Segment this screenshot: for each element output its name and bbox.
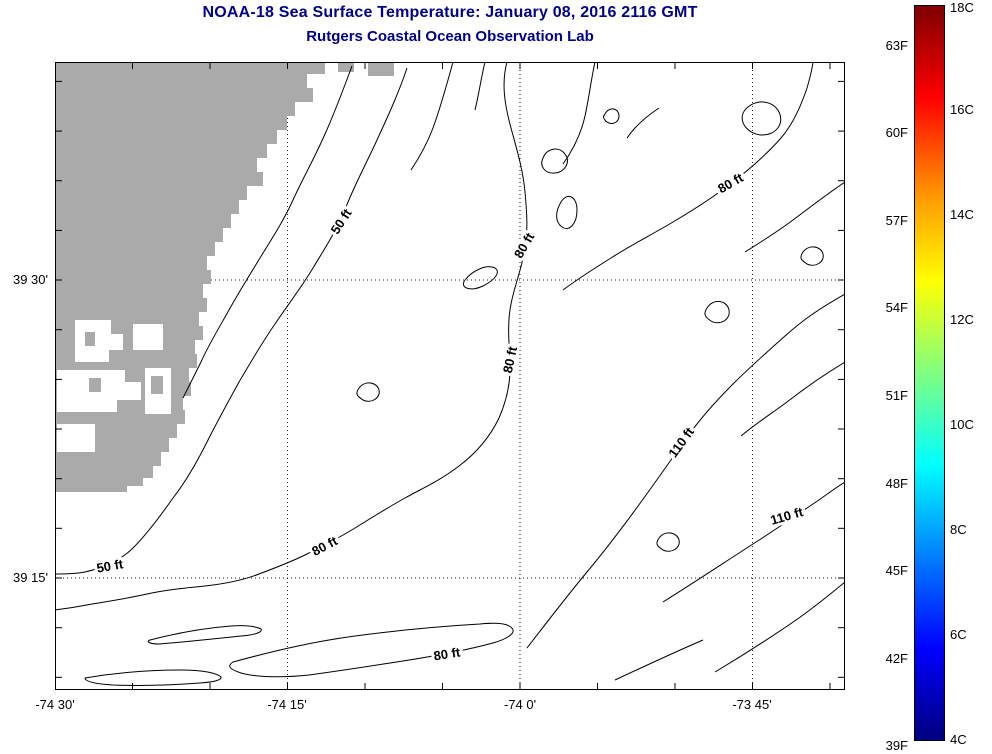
depth-contour [410,62,454,171]
depth-contour-blob [603,108,620,124]
y-tick-label: 39 30' [12,272,48,287]
land-mass [55,62,394,492]
depth-contour [740,361,845,437]
depth-contour-50ft [55,67,408,575]
contour-label-80ft: 80 ft [309,533,340,559]
depth-contour-110ft [526,293,845,649]
depth-contour-blob [356,382,380,402]
y-tick-label: 39 15' [12,570,48,585]
colorbar-label-f: 51F [885,388,908,403]
colorbar-label-f: 54F [885,300,908,315]
contour-label-80ft: 80 ft [432,644,461,663]
depth-contour-blob [556,195,578,229]
contour-label-50ft: 50 ft [328,206,356,237]
colorbar-label-f: 63F [885,38,908,53]
depth-contour-80ft [562,62,814,291]
depth-contour [84,669,222,686]
colorbar-label-c: 10C [950,417,974,432]
contour-label-80ft: 80 ft [511,230,538,261]
depth-contour [562,62,596,165]
colorbar-label-c: 18C [950,0,974,15]
colorbar-label-f: 60F [885,125,908,140]
land-block [338,62,354,72]
depth-contour [474,62,486,111]
colorbar-label-c: 16C [950,102,974,117]
figure-title: NOAA-18 Sea Surface Temperature: January… [202,4,698,21]
land-shape [55,62,325,492]
depth-contour [744,181,845,253]
colorbar-label-c: 4C [950,732,967,747]
colorbar-label-c: 8C [950,522,967,537]
x-tick-label: -74 0' [503,697,537,712]
contour-label-110ft: 110 ft [769,504,806,528]
colorbar-gradient [915,6,944,740]
land-block [368,62,394,76]
contour-label-80ft: 80 ft [500,344,520,374]
colorbar-label-f: 42F [885,651,908,666]
depth-contour-80ft [55,62,528,611]
depth-contour-blob [463,266,498,290]
figure-subtitle: Rutgers Coastal Ocean Observation Lab [306,28,594,45]
figure-header: NOAA-18 Sea Surface Temperature: January… [0,4,900,45]
map-frame [55,62,845,690]
colorbar-label-f: 48F [885,476,908,491]
colorbar [914,5,945,741]
bay-islet [85,332,95,346]
depth-contour [714,581,845,673]
depth-contour-blob [656,532,680,552]
x-tick-label: -74 30' [35,697,75,712]
x-tick-label: -73 45' [732,697,772,712]
contour-label-80ft: 80 ft [715,170,746,197]
depth-contours [55,62,845,686]
tick-marks [55,62,845,690]
colorbar-label-f: 39F [885,738,908,753]
depth-contour-blob [741,101,782,136]
depth-contour-blob [541,148,568,174]
depth-contour-80ft [229,622,514,678]
map-plot: 50 ft 50 ft 80 ft 80 ft 80 ft 80 ft 80 f… [55,62,845,690]
colorbar-label-c: 12C [950,312,974,327]
bay-islet [89,378,101,392]
depth-contour-blob [704,301,730,324]
depth-contour [147,625,262,645]
map-canvas: 50 ft 50 ft 80 ft 80 ft 80 ft 80 ft 80 f… [55,62,845,690]
depth-contour-blob [800,246,824,266]
colorbar-label-c: 6C [950,627,967,642]
colorbar-label-c: 14C [950,207,974,222]
depth-contour [614,639,704,681]
colorbar-label-f: 57F [885,213,908,228]
x-tick-label: -74 15' [267,697,307,712]
depth-contour [182,65,353,399]
colorbar-label-f: 45F [885,563,908,578]
bay-islet [151,376,163,394]
contour-label-50ft: 50 ft [95,556,125,576]
depth-contour [626,107,660,139]
depth-contour-110ft [662,481,845,603]
